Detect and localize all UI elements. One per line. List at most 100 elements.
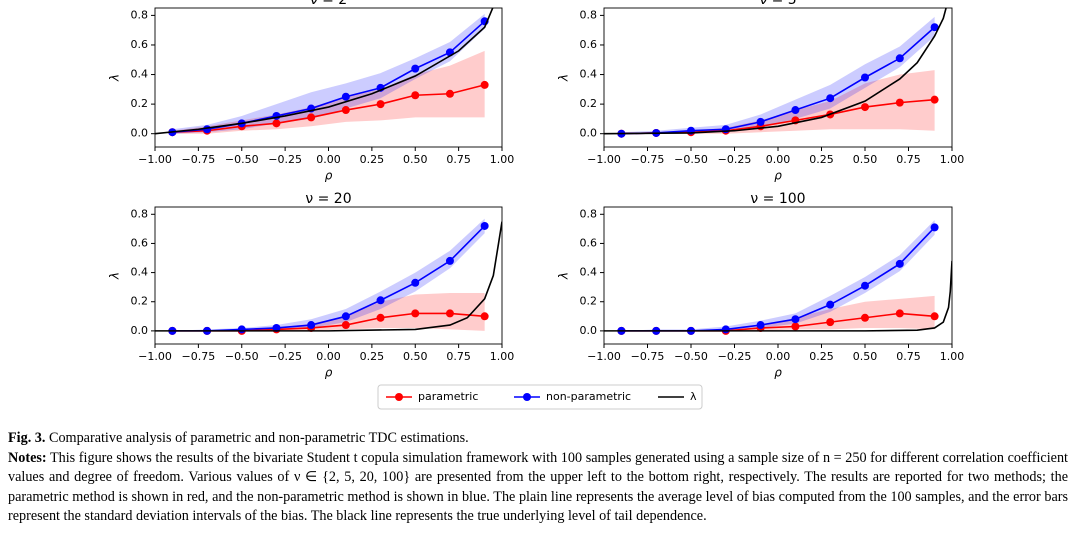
- data-point: [341, 92, 350, 101]
- data-point: [480, 221, 489, 230]
- y-tick-label: 0.2: [131, 295, 149, 308]
- data-point: [861, 281, 869, 290]
- x-axis-label: ρ: [325, 169, 333, 183]
- data-point: [756, 117, 765, 126]
- legend-label: non-parametric: [546, 390, 631, 403]
- error-band: [621, 220, 935, 331]
- data-point: [930, 95, 939, 104]
- data-point: [341, 321, 350, 330]
- data-point: [376, 296, 385, 305]
- x-tick-label: −0.75: [182, 350, 216, 363]
- notes: Notes: This figure shows the results of …: [8, 449, 1068, 527]
- data-point: [895, 309, 904, 318]
- y-axis-label: λ: [108, 74, 122, 82]
- error-band: [172, 292, 485, 331]
- data-point: [895, 259, 904, 268]
- x-tick-label: −1.00: [587, 153, 621, 166]
- error-band: [172, 50, 485, 134]
- y-tick-label: 0.0: [131, 324, 149, 337]
- plot-area: [604, 220, 952, 335]
- data-point: [341, 312, 350, 321]
- data-point: [826, 300, 835, 309]
- data-point: [307, 321, 316, 330]
- x-tick-label: 0.75: [446, 350, 471, 363]
- x-tick-label: −0.50: [225, 153, 259, 166]
- data-point: [861, 73, 869, 82]
- y-axis-label: λ: [557, 272, 571, 280]
- x-tick-label: 0.00: [766, 350, 791, 363]
- chart-title: ν = 20: [305, 191, 351, 207]
- error-band: [621, 16, 935, 134]
- series-line: [155, 8, 494, 135]
- y-tick-label: 0.2: [580, 97, 598, 110]
- data-point: [411, 309, 420, 318]
- y-axis-label: λ: [108, 272, 122, 280]
- data-point: [272, 119, 281, 128]
- legend-marker: [395, 393, 403, 401]
- caption-label: Fig. 3.: [8, 430, 46, 446]
- error-band: [621, 295, 935, 331]
- data-point: [895, 98, 904, 107]
- chart-title: ν = 5: [759, 0, 796, 8]
- data-point: [445, 256, 454, 265]
- data-point: [861, 313, 869, 322]
- error-band: [172, 218, 485, 331]
- legend-label: parametric: [418, 390, 478, 403]
- x-tick-label: 0.50: [853, 350, 878, 363]
- y-tick-label: 0.6: [131, 38, 149, 51]
- error-band: [172, 13, 485, 134]
- chart-title: ν = 2: [310, 0, 347, 8]
- y-tick-label: 0.8: [131, 207, 149, 220]
- y-tick-label: 0.2: [580, 295, 598, 308]
- x-tick-label: −0.25: [268, 153, 302, 166]
- plot-area: [155, 218, 502, 335]
- data-point: [930, 312, 939, 321]
- y-tick-label: 0.4: [580, 266, 598, 279]
- y-tick-label: 0.6: [580, 38, 598, 51]
- x-tick-label: 0.50: [403, 153, 428, 166]
- x-tick-label: 0.25: [809, 153, 834, 166]
- x-tick-label: 1.00: [940, 153, 965, 166]
- x-tick-label: 0.25: [809, 350, 834, 363]
- caption-text: Comparative analysis of parametric and n…: [48, 430, 469, 446]
- x-tick-label: −0.50: [674, 350, 708, 363]
- series-line: [621, 26, 936, 135]
- x-axis-label: ρ: [774, 366, 782, 380]
- data-point: [376, 100, 385, 109]
- data-point: [895, 54, 904, 63]
- x-tick-label: 0.75: [896, 350, 921, 363]
- y-tick-label: 0.6: [131, 236, 149, 249]
- notes-label: Notes:: [8, 449, 47, 466]
- x-tick-label: 0.50: [853, 153, 878, 166]
- series-line: [155, 221, 502, 332]
- data-point: [411, 64, 420, 73]
- data-point: [411, 278, 420, 287]
- notes-text: This figure shows the results of the biv…: [8, 449, 1068, 525]
- plot-area: [604, 8, 947, 138]
- x-tick-label: −0.50: [674, 153, 708, 166]
- x-axis-label: ρ: [774, 169, 782, 183]
- x-tick-label: −0.50: [225, 350, 259, 363]
- legend: parametric non-parametric λ: [377, 384, 703, 410]
- y-tick-label: 0.0: [580, 324, 598, 337]
- data-point: [791, 106, 800, 115]
- data-point: [756, 321, 765, 330]
- caption: Fig. 3. Comparative analysis of parametr…: [8, 429, 1068, 527]
- data-point: [930, 23, 939, 32]
- data-point: [826, 318, 835, 327]
- data-point: [791, 322, 800, 331]
- x-tick-label: 0.75: [446, 153, 471, 166]
- y-tick-label: 0.4: [580, 68, 598, 81]
- y-tick-label: 0.0: [131, 127, 149, 140]
- series-line: [604, 260, 952, 332]
- data-point: [861, 103, 869, 112]
- x-tick-label: −1.00: [138, 350, 172, 363]
- data-point: [445, 89, 454, 98]
- legend-marker: [523, 393, 531, 401]
- series-line: [172, 84, 485, 134]
- legend-label: λ: [690, 390, 697, 403]
- data-point: [480, 80, 489, 89]
- x-tick-label: 0.50: [403, 350, 428, 363]
- plot-area: [155, 8, 494, 137]
- y-tick-label: 0.2: [131, 97, 149, 110]
